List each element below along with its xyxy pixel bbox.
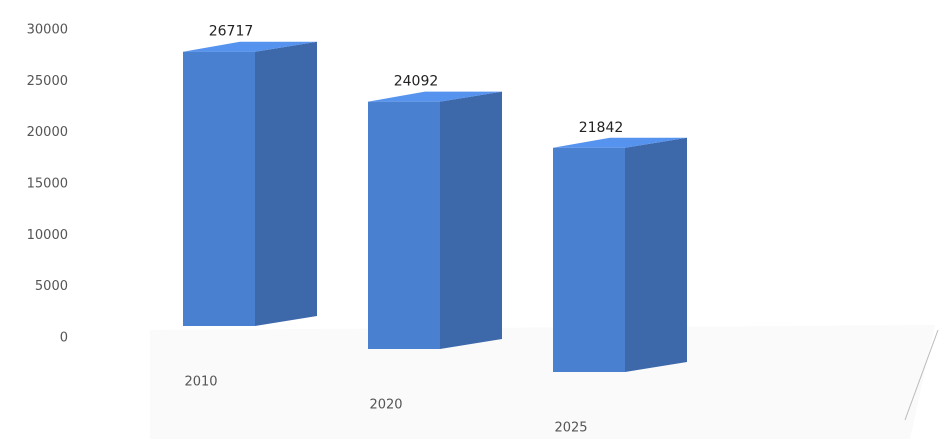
floor-edge (904, 329, 939, 421)
bar (368, 101, 440, 350)
x-tick-label: 2025 (554, 421, 587, 436)
bar (183, 51, 255, 326)
value-label: 26717 (209, 24, 254, 40)
bar-top (368, 91, 502, 102)
y-tick-label: 15000 (27, 177, 68, 192)
bar-side (625, 137, 687, 372)
y-tick-label: 10000 (27, 228, 68, 243)
x-tick-label: 2020 (369, 398, 402, 413)
bar-top (183, 41, 317, 52)
value-label: 24092 (394, 74, 439, 90)
y-tick-label: 30000 (27, 23, 68, 38)
bar-side (440, 91, 502, 350)
y-tick-label: 5000 (35, 279, 68, 294)
floor (150, 325, 935, 439)
y-tick-label: 0 (60, 331, 68, 346)
bar (553, 147, 625, 372)
y-tick-label: 25000 (27, 74, 68, 89)
y-tick-label: 20000 (27, 125, 68, 140)
x-tick-label: 2010 (184, 375, 217, 390)
bar-side (255, 41, 317, 326)
value-label: 21842 (579, 120, 624, 136)
bar-top (553, 137, 687, 148)
